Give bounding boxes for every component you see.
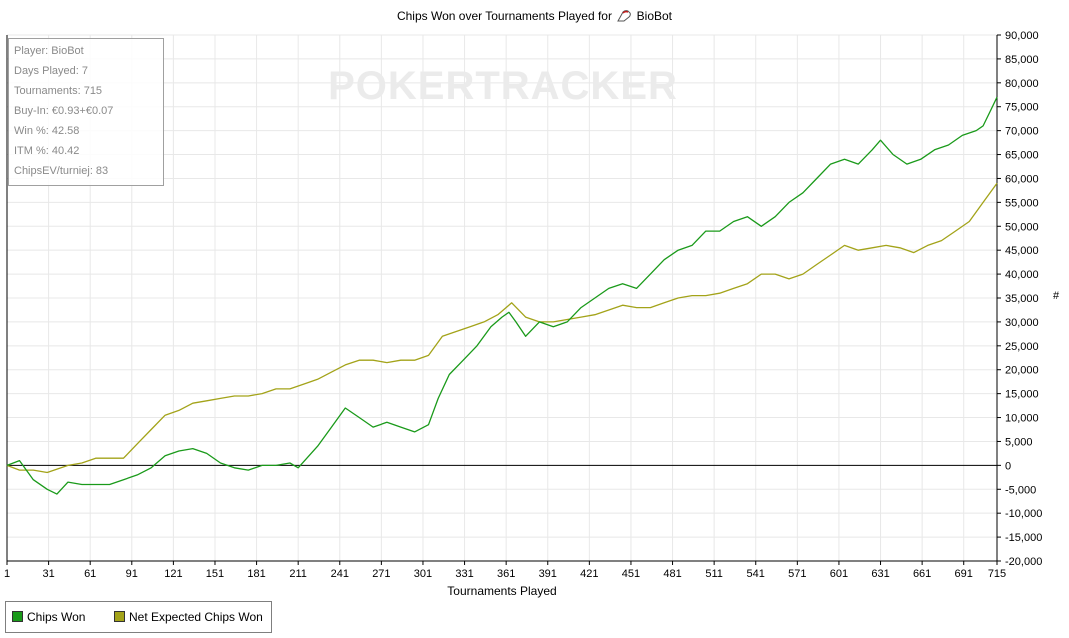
y-tick-label: -10,000 [1005,508,1042,520]
x-tick-label: 361 [497,568,515,580]
y-tick-label: -20,000 [1005,556,1042,568]
y-tick-label: 90,000 [1005,30,1039,42]
legend: Chips Won Net Expected Chips Won [5,601,272,633]
x-tick-label: 691 [955,568,973,580]
chart-title-prefix: Chips Won over Tournaments Played for [396,9,612,23]
stat-days-played: Days Played: 7 [14,65,88,77]
series-lines [6,96,998,495]
x-tick-label: 151 [206,568,224,580]
y-tick-label: -15,000 [1005,532,1042,544]
y-tick-label: 35,000 [1005,293,1039,305]
plot-frame [6,35,998,562]
x-tick-label: 421 [580,568,598,580]
y-tick-label: 50,000 [1005,221,1039,233]
y-tick-label: 80,000 [1005,78,1039,90]
stat-buy-in: Buy-In: €0.93+€0.07 [14,105,114,117]
legend-item-net-expected[interactable]: Net Expected Chips Won [114,610,263,624]
x-tick-label: 715 [988,568,1006,580]
x-tick-label: 571 [788,568,806,580]
y-tick-label: 60,000 [1005,173,1039,185]
x-tick-label: 541 [747,568,765,580]
x-tick-label: 241 [331,568,349,580]
x-tick-label: 211 [289,568,307,580]
y-tick-label: 85,000 [1005,54,1039,66]
y-tick-label: 0 [1005,460,1011,472]
stat-player: Player: BioBot [14,45,84,57]
y-tick-label: 30,000 [1005,317,1039,329]
legend-swatch-net-expected [114,611,125,622]
y-tick-label: 20,000 [1005,365,1039,377]
pokertracker-player-icon [616,10,632,22]
series-line-chips-won [6,96,998,495]
x-tick-label: 601 [830,568,848,580]
x-tick-label: 511 [705,568,723,580]
x-tick-label: 31 [42,568,54,580]
y-tick-label: 15,000 [1005,389,1039,401]
x-tick-label: 181 [247,568,265,580]
chart-title: Chips Won over Tournaments Played for Bi… [0,9,1069,23]
axis-ticks: -20,000 -15,000 -10,000 -5,000 0 5,000 10,000 1… [4,30,1042,580]
y-tick-label: -5,000 [1005,484,1036,496]
y-tick-label: 75,000 [1005,102,1039,114]
y-tick-label: 25,000 [1005,341,1039,353]
stats-box: Player: BioBot Days Played: 7 Tournament… [8,38,164,186]
y-tick-label: 10,000 [1005,413,1039,425]
y-tick-label: 65,000 [1005,150,1039,162]
x-tick-label: 391 [539,568,557,580]
x-axis-label: Tournaments Played [447,584,556,598]
series-line-net-expected [6,182,998,474]
legend-label: Net Expected Chips Won [129,610,263,624]
x-tick-label: 331 [455,568,473,580]
x-tick-label: 301 [414,568,432,580]
stat-chipsev: ChipsEV/turniej: 83 [14,165,109,177]
x-tick-label: 481 [663,568,681,580]
x-tick-label: 61 [84,568,96,580]
legend-item-chips-won[interactable]: Chips Won [12,610,85,624]
stat-itm-percent: ITM %: 40.42 [14,145,80,157]
y-axis-unit: # [1053,290,1060,302]
legend-label: Chips Won [27,610,86,624]
x-tick-label: 1 [4,568,10,580]
y-tick-label: 40,000 [1005,269,1039,281]
x-tick-label: 451 [622,568,640,580]
y-tick-label: 45,000 [1005,245,1039,257]
legend-swatch-chips-won [12,611,23,622]
y-tick-label: 70,000 [1005,126,1039,138]
stat-tournaments: Tournaments: 715 [14,85,103,97]
x-tick-label: 271 [372,568,390,580]
stat-win-percent: Win %: 42.58 [14,125,80,137]
chart-title-player: BioBot [636,9,673,23]
x-tick-label: 631 [871,568,889,580]
x-tick-label: 91 [126,568,138,580]
y-tick-label: 5,000 [1005,436,1033,448]
x-tick-label: 121 [164,568,182,580]
y-tick-label: 55,000 [1005,197,1039,209]
pokertracker-watermark: POKERTRACKER [328,64,678,108]
x-tick-label: 661 [913,568,931,580]
